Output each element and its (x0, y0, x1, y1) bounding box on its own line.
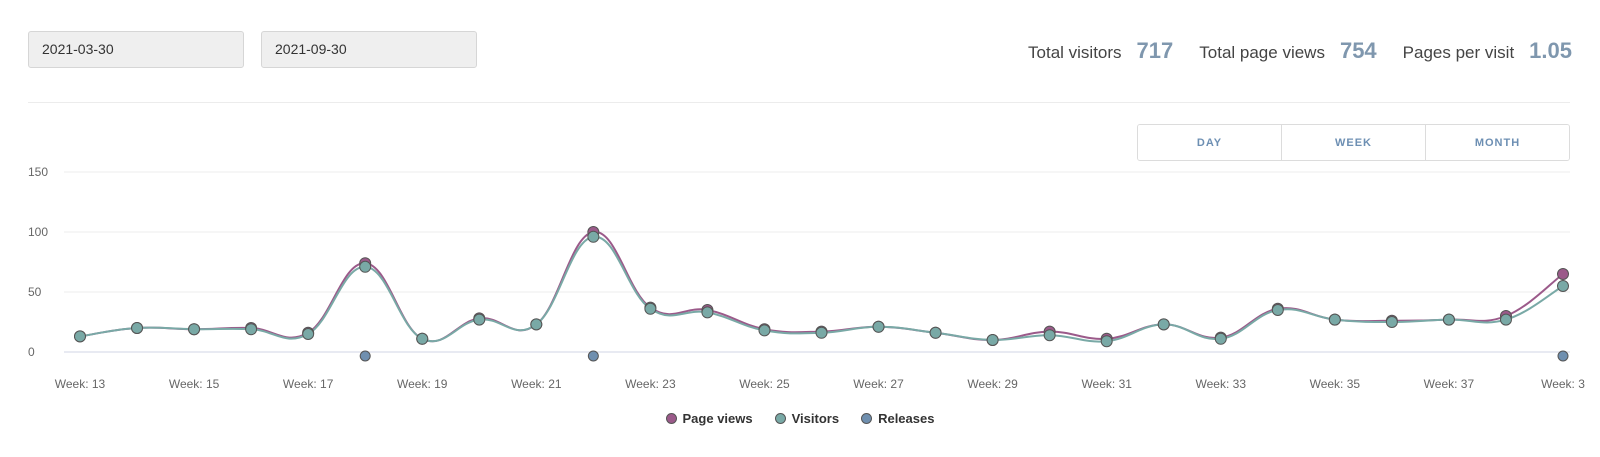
visitors-point (644, 302, 657, 315)
release-point (1557, 350, 1569, 362)
visitors-point (815, 326, 828, 339)
x-tick-label: Week: 25 (739, 377, 790, 391)
visitors-point (587, 230, 600, 243)
visitors-point (1442, 313, 1455, 326)
visitors-point (1214, 332, 1227, 345)
visitors-point (758, 324, 771, 337)
start-date-input[interactable]: 2021-03-30 (28, 31, 244, 68)
chart-legend: Page views Visitors Releases (0, 411, 1600, 426)
visitors-point (1043, 329, 1056, 342)
release-point (359, 350, 371, 362)
total-page-views-value: 754 (1339, 38, 1377, 63)
traffic-line-chart: 0 50 100 150 Week: 13 Week: 15 Week: 17 Week: 1… (28, 165, 1585, 391)
visitors-point (701, 306, 714, 319)
pages-per-visit-label: Pages per visit (1402, 43, 1515, 62)
x-tick-label: Week: 23 (625, 377, 676, 391)
x-tick-label: Week: 15 (169, 377, 220, 391)
total-page-views-label: Total page views (1199, 43, 1325, 62)
release-point (587, 350, 599, 362)
page-views-line (79, 230, 1564, 343)
x-tick-label: Week: 3 (1541, 377, 1585, 391)
x-tick-label: Week: 33 (1196, 377, 1247, 391)
visitors-point (1385, 316, 1398, 328)
legend-item-visitors[interactable]: Visitors (774, 411, 840, 426)
x-tick-label: Week: 35 (1310, 377, 1361, 391)
x-tick-label: Week: 29 (967, 377, 1018, 391)
visitors-point (1328, 313, 1341, 326)
period-day-button[interactable]: DAY (1138, 125, 1281, 160)
page-views-marker-icon (665, 413, 677, 424)
x-tick-label: Week: 17 (283, 377, 334, 391)
visitors-point (74, 330, 86, 343)
visitors-point (359, 260, 372, 273)
total-visitors-value: 717 (1136, 38, 1174, 63)
x-tick-label: Week: 19 (397, 377, 448, 391)
x-tick-label: Week: 37 (1424, 377, 1475, 391)
visitors-point (131, 322, 144, 334)
period-week-button[interactable]: WEEK (1281, 125, 1425, 160)
header-divider (28, 102, 1570, 103)
period-toggle: DAY WEEK MONTH (1137, 124, 1570, 161)
visitors-point (1557, 280, 1569, 292)
visitors-point (188, 323, 201, 336)
visitors-point (872, 320, 885, 333)
visitors-point (929, 326, 942, 339)
y-tick-label: 150 (28, 165, 48, 179)
x-tick-label: Week: 27 (853, 377, 904, 391)
legend-label-visitors: Visitors (791, 411, 840, 426)
total-visitors-label: Total visitors (1028, 43, 1122, 62)
visitors-point (416, 332, 429, 345)
visitors-point (302, 328, 315, 340)
legend-item-releases[interactable]: Releases (861, 411, 934, 426)
y-tick-label: 50 (28, 285, 42, 299)
y-tick-label: 100 (28, 225, 48, 239)
releases-marker-icon (861, 413, 873, 424)
visitors-point (245, 323, 258, 336)
legend-label-page-views: Page views (682, 411, 753, 426)
visitors-point (1100, 335, 1113, 348)
visitors-line (79, 235, 1564, 343)
pages-per-visit-value: 1.05 (1529, 38, 1572, 63)
visitors-point (986, 334, 999, 346)
end-date-input[interactable]: 2021-09-30 (261, 31, 477, 68)
visitors-point (1271, 304, 1284, 316)
page-views-point (1557, 268, 1569, 280)
x-tick-label: Week: 31 (1081, 377, 1132, 391)
visitors-marker-icon (774, 413, 786, 424)
visitors-point (1499, 313, 1512, 326)
period-month-button[interactable]: MONTH (1425, 125, 1569, 160)
legend-label-releases: Releases (878, 411, 935, 426)
visitors-point (1157, 318, 1170, 331)
stats-summary: Total visitors 717 Total page views 754 … (1028, 38, 1572, 64)
legend-item-page-views[interactable]: Page views (665, 411, 753, 426)
visitors-point (530, 318, 543, 331)
visitors-point (473, 313, 486, 326)
x-tick-label: Week: 13 (55, 377, 106, 391)
x-tick-label: Week: 21 (511, 377, 562, 391)
y-tick-label: 0 (28, 345, 35, 359)
